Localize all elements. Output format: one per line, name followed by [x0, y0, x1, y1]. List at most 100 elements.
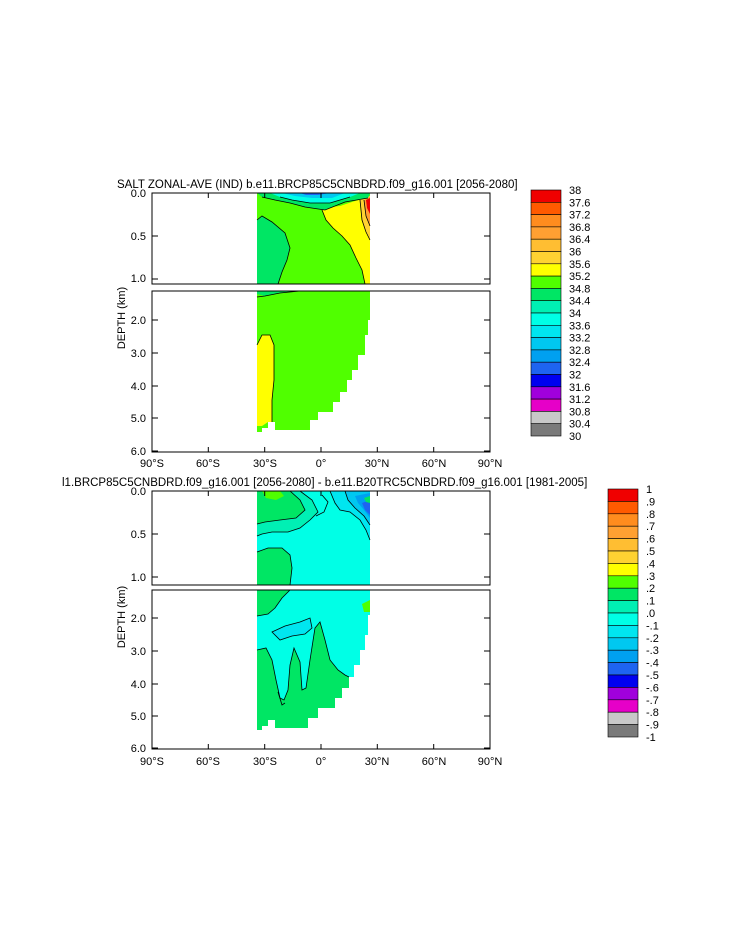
panel-1-ytick-0.0: 0.0: [131, 188, 146, 200]
colorbar-1-box-4: [530, 238, 562, 252]
colorbar-1-box-17: [530, 398, 562, 412]
panel-2-ylabel: DEPTH (km): [116, 586, 128, 648]
panel-1-xtick-90S: 90°S: [140, 458, 164, 470]
panel-2-xtick-30S: 30°S: [253, 756, 277, 768]
colorbar-2-label-14: -.4: [646, 658, 659, 670]
panel-1-xtick-30N: 30°N: [365, 458, 390, 470]
panel-1-ytick-0.5: 0.5: [131, 231, 146, 243]
panel-2-xtick-labels: 90°S 60°S 30°S 0° 30°N 60°N 90°N: [140, 756, 502, 768]
colorbar-2-box-3: [607, 525, 639, 539]
field-34.0-34.4-top: [257, 291, 300, 296]
colorbar-1-box-15: [530, 374, 562, 388]
colorbar-1-box-0: [530, 189, 562, 203]
colorbar-1-box-14: [530, 361, 562, 375]
colorbar-2-box-7: [607, 575, 639, 589]
colorbar-1-label-14: 32.4: [569, 357, 590, 369]
panel-2-ticks: [151, 490, 491, 749]
panel-2-ytick-0.0: 0.0: [131, 486, 146, 498]
colorbar-1-label-1: 37.6: [569, 197, 590, 209]
panel-1-xtick-0: 0°: [316, 458, 327, 470]
colorbar-1-label-12: 33.2: [569, 333, 590, 345]
colorbar-1-box-6: [530, 263, 562, 277]
field-0.1-to-0.2-mid: [257, 548, 292, 585]
colorbar-1-box-8: [530, 288, 562, 301]
contours-upper: [256, 196, 371, 284]
panel-1-ylabel: DEPTH (km): [116, 287, 128, 349]
colorbar-2-box-4: [607, 538, 639, 552]
panel-2-ytick-3.0: 3.0: [131, 646, 146, 658]
colorbar-1-label-8: 34.8: [569, 283, 590, 295]
colorbar-1-label-0: 38: [569, 185, 581, 197]
salinity-field-upper: [256, 193, 371, 284]
colorbar-1-label-2: 37.2: [569, 210, 590, 222]
colorbar-1-label-3: 36.8: [569, 222, 590, 234]
panel-2-xtick-90N: 90°N: [478, 756, 503, 768]
colorbar-2-box-2: [607, 513, 639, 527]
colorbar-2-label-9: .1: [646, 596, 655, 608]
colorbar-2-label-17: -.7: [646, 695, 659, 707]
colorbar-1-label-19: 30.4: [569, 419, 590, 431]
panel-1-xtick-60S: 60°S: [196, 458, 220, 470]
colorbar-2-label-6: .4: [646, 558, 655, 570]
colorbar-difference: 1.9.8.7.6.5.4.3.2.1.0-.1-.2-.3-.4-.5-.6-…: [607, 484, 659, 744]
colorbar-1-label-10: 34: [569, 308, 581, 320]
colorbar-1-box-9: [530, 300, 562, 314]
panel-2-ytick-6.0: 6.0: [131, 743, 146, 755]
panel-2-xtick-60N: 60°N: [422, 756, 447, 768]
colorbar-2-box-19: [607, 724, 639, 738]
field-diff-north-positive: [362, 600, 370, 612]
panel-1-title: SALT ZONAL-AVE (IND) b.e11.BRCP85C5CNBDR…: [117, 179, 518, 191]
colorbar-1-label-9: 34.4: [569, 296, 590, 308]
field-positive-north: [364, 496, 370, 503]
panel-1-ytick-1.0: 1.0: [131, 273, 146, 285]
field-34.4-34.8-deep: [257, 291, 370, 432]
colorbar-1-label-13: 32.8: [569, 345, 590, 357]
colorbar-1-box-18: [530, 411, 562, 424]
colorbar-2-label-10: .0: [646, 608, 655, 620]
field-34.0-34.4-south: [257, 216, 290, 284]
field-32.8-33.2-surface: [282, 193, 345, 198]
colorbar-2-label-3: .7: [646, 521, 655, 533]
colorbar-1-label-4: 36.4: [569, 234, 590, 246]
contours-diff-lower: [256, 590, 350, 706]
field-diff-mid-negative: [272, 618, 312, 640]
colorbar-salinity: 3837.637.236.836.43635.635.234.834.43433…: [530, 185, 590, 443]
colorbar-2-box-15: [607, 674, 639, 688]
panel-1-ytick-2.0: 2.0: [131, 315, 146, 327]
panel-2-ytick-2.0: 2.0: [131, 613, 146, 625]
colorbar-1-label-11: 33.6: [569, 320, 590, 332]
colorbar-2-label-2: .8: [646, 509, 655, 521]
colorbar-2-label-11: -.1: [646, 620, 659, 632]
colorbar-1-box-12: [530, 337, 562, 351]
colorbar-1-box-10: [530, 312, 562, 326]
panel-2-title: l1.BRCP85C5CNBDRD.f09_g16.001 [2056-2080…: [62, 477, 587, 489]
colorbar-2-label-20: -1: [646, 732, 656, 744]
panel-2-ytick-0.5: 0.5: [131, 529, 146, 541]
colorbar-2-label-1: .9: [646, 496, 655, 508]
colorbar-2-label-19: -.9: [646, 720, 659, 732]
colorbar-1-label-17: 31.2: [569, 394, 590, 406]
field-34.8-35.2-deep: [257, 335, 274, 426]
colorbar-2-box-12: [607, 637, 639, 651]
panel-2-xtick-90S: 90°S: [140, 756, 164, 768]
colorbar-1-box-5: [530, 251, 562, 265]
colorbar-1-box-13: [530, 349, 562, 363]
colorbar-2-box-0: [607, 488, 639, 502]
contours-lower: [256, 291, 301, 422]
field-negative-north-4: [362, 500, 370, 515]
colorbar-2-label-15: -.5: [646, 670, 659, 682]
colorbar-2-box-5: [607, 550, 639, 564]
colorbar-1-box-7: [530, 275, 562, 289]
panel-2-ytick-5.0: 5.0: [131, 711, 146, 723]
colorbar-2-box-6: [607, 563, 639, 577]
colorbar-2-box-17: [607, 699, 639, 713]
panel-1-xtick-labels: 90°S 60°S 30°S 0° 30°N 60°N 90°N: [140, 458, 502, 470]
colorbar-2-box-14: [607, 662, 639, 676]
colorbar-2-box-8: [607, 587, 639, 601]
field-37-north: [366, 198, 370, 214]
colorbar-2-box-16: [607, 687, 639, 701]
field-0.1-to-0.2-south: [257, 491, 305, 524]
colorbar-2-box-10: [607, 612, 639, 626]
colorbar-2-label-13: -.3: [646, 645, 659, 657]
